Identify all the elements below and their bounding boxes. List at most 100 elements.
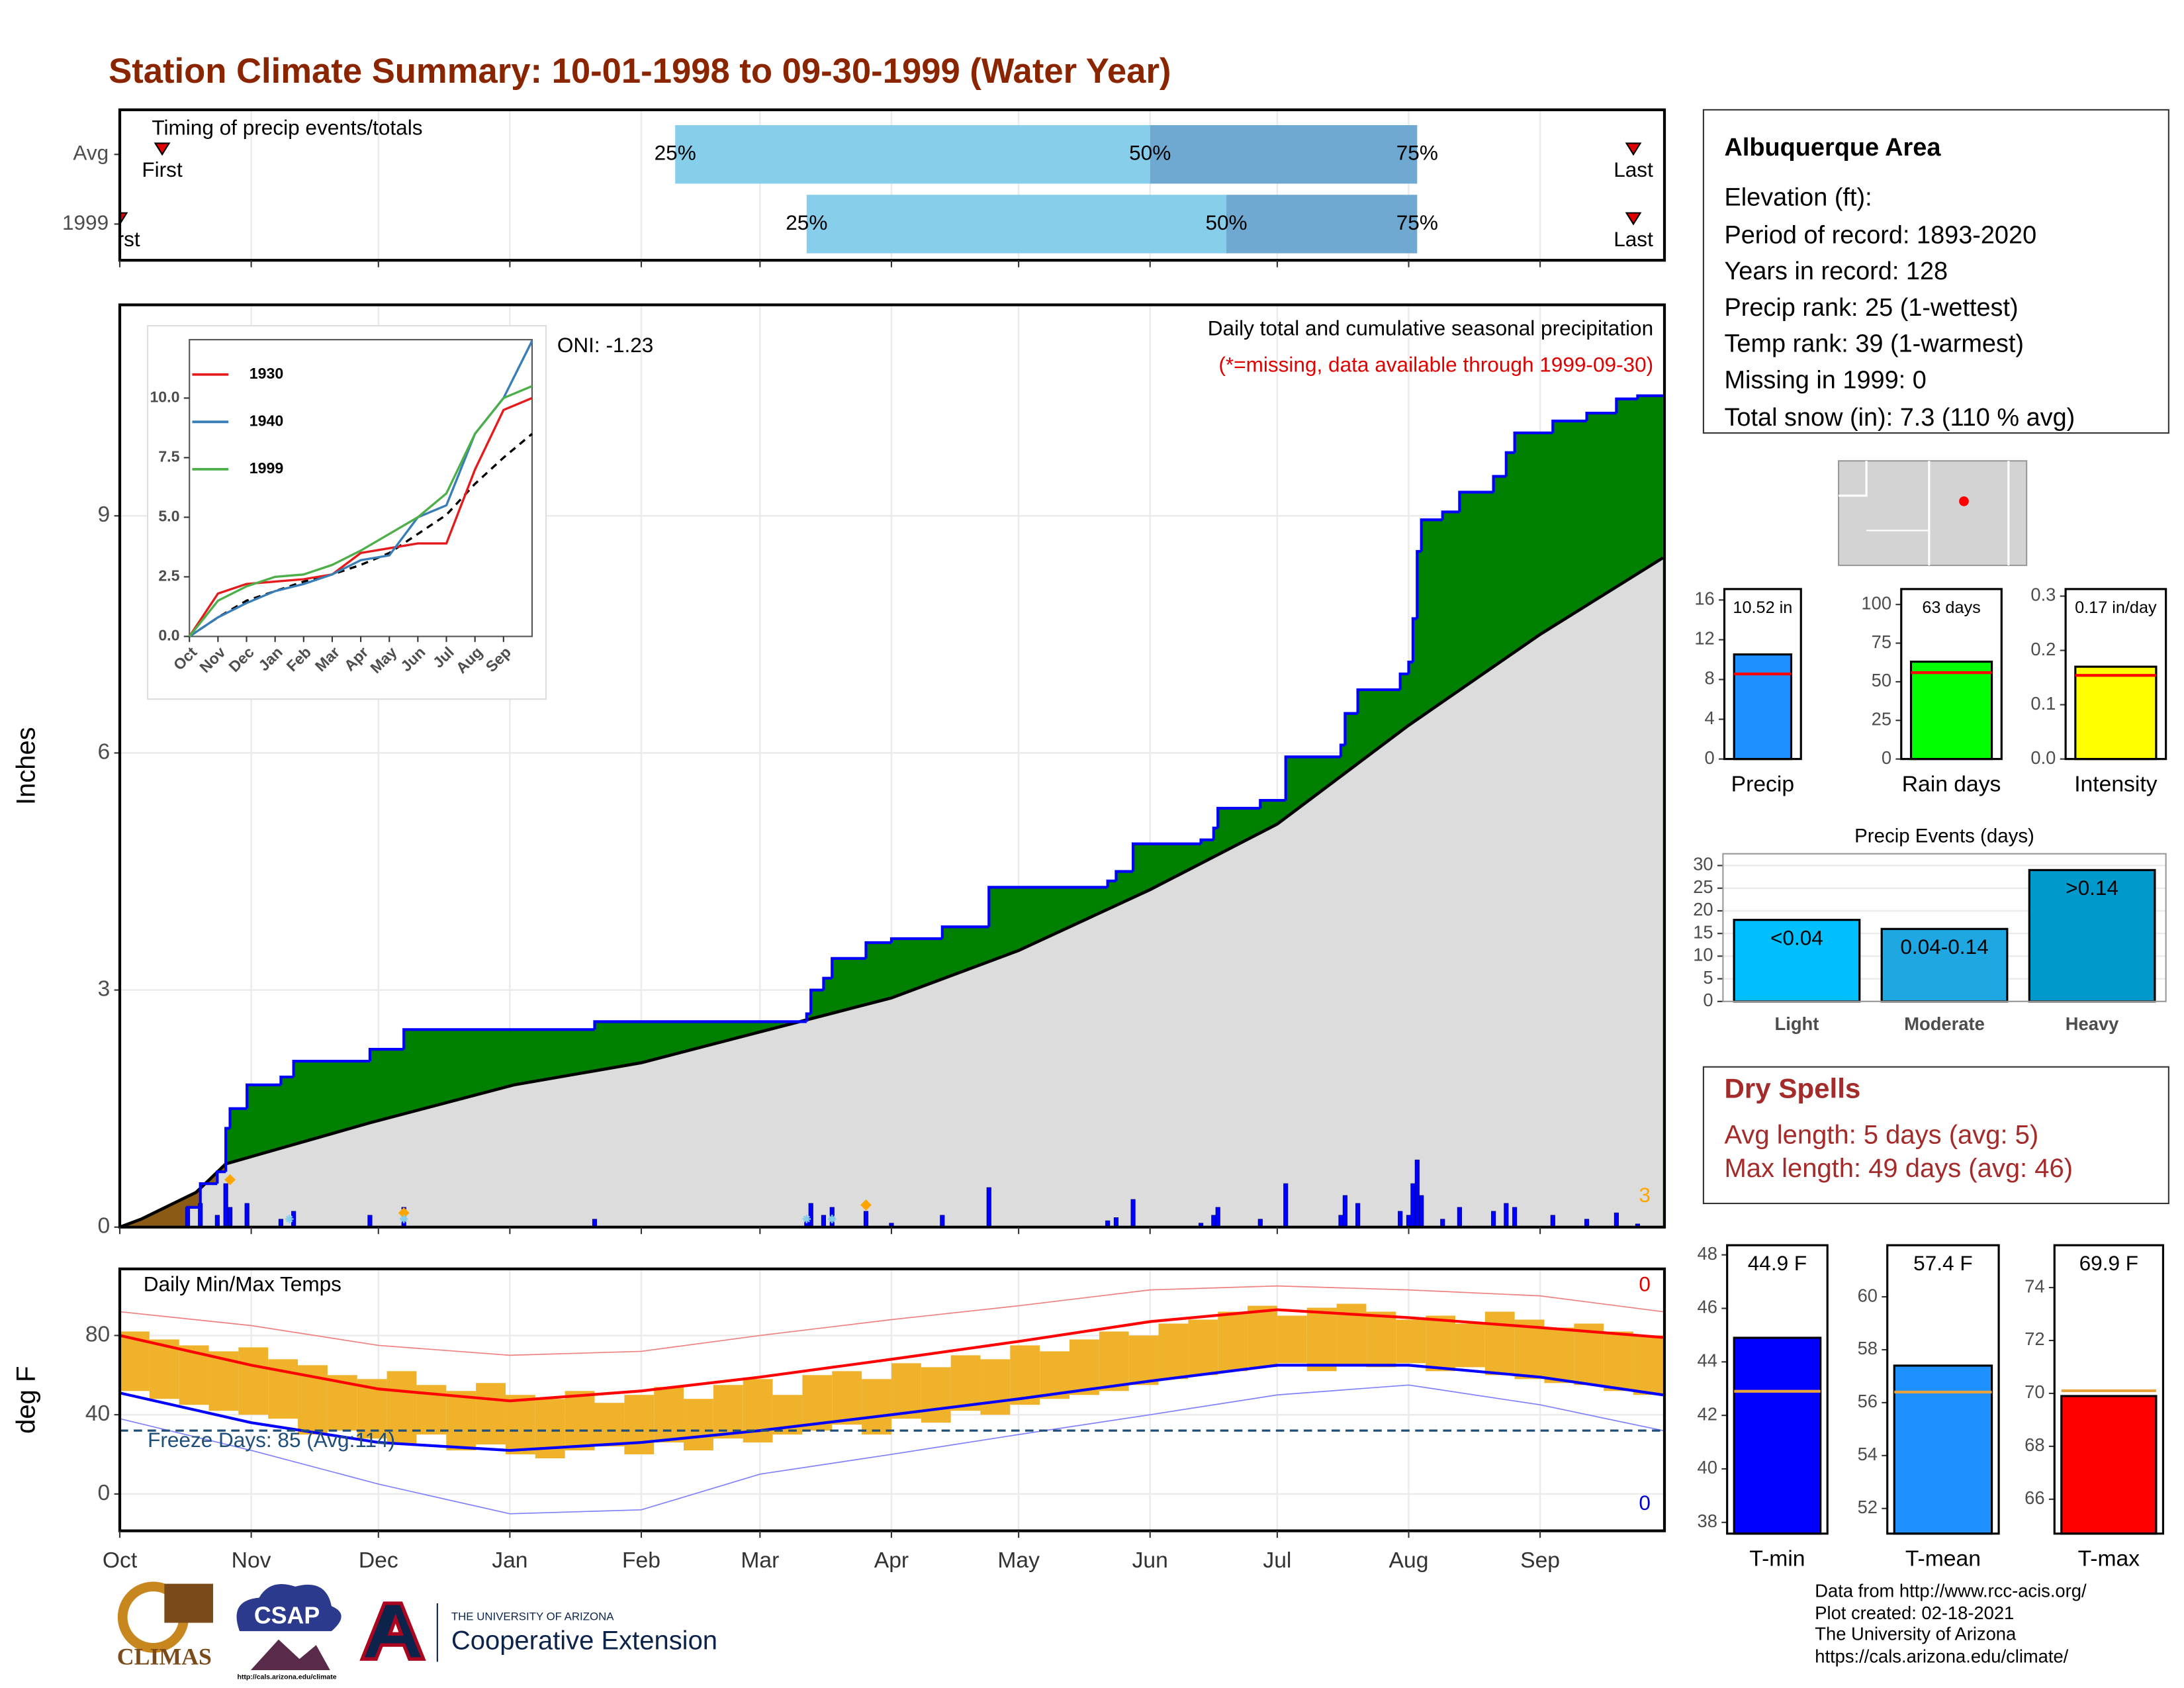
temp-bar (238, 1347, 269, 1415)
quartile-bar (1226, 195, 1418, 254)
value-label: 44.9 F (1748, 1251, 1807, 1275)
snow-count: 3 (1639, 1183, 1651, 1207)
cumulative-step (889, 937, 942, 943)
snow-marker (224, 1174, 236, 1186)
temp-bar (1366, 1311, 1396, 1368)
daily-bar (223, 1183, 228, 1228)
daily-bar (1414, 1159, 1420, 1228)
climas-logo (164, 1583, 214, 1623)
avg-min-line (119, 1364, 1664, 1452)
info-line: Missing in 1999: 0 (1724, 366, 1926, 394)
csap-cloud (236, 1583, 341, 1632)
daily-bar (185, 1207, 191, 1228)
temp-bar (1514, 1319, 1545, 1380)
trace-marker (285, 1215, 294, 1223)
footer-line: https://cals.arizona.edu/climate/ (1815, 1646, 2068, 1666)
event-marker (119, 212, 128, 226)
record-high-line (119, 1285, 1663, 1356)
temp-bar (446, 1391, 477, 1451)
bar (1893, 1364, 1993, 1535)
daily-bar (1512, 1207, 1518, 1228)
timing-plot: Timing of precip events/totals 25% 50% 75% F… (99, 109, 1653, 261)
y-tick-label: 7.5 (158, 447, 179, 465)
dry-spells-line: Avg length: 5 days (avg: 5) (1724, 1121, 2038, 1150)
cumulative-step (1420, 518, 1443, 552)
y-tick-label: 0.1 (2030, 693, 2056, 714)
temp-bar (1544, 1327, 1574, 1383)
x-tick-label: Feb (622, 1548, 660, 1573)
cumulative-step (1339, 743, 1345, 757)
legend-label: 1940 (250, 412, 283, 429)
x-tick-label: Nov (232, 1548, 271, 1573)
bar (2060, 1395, 2158, 1535)
y-tick-label: 100 (1861, 592, 1891, 613)
quartile-label: 75% (1396, 211, 1438, 234)
average-line (189, 433, 533, 637)
temp-bar (684, 1399, 713, 1451)
y-tick-label: 0 (98, 1481, 111, 1505)
daily-bar (227, 1207, 233, 1228)
y-tick-label: 30 (1693, 854, 1713, 874)
y-tick-label: 15 (1693, 921, 1713, 942)
panel-border (1726, 1244, 1829, 1535)
x-tick-label: Jul (1263, 1548, 1291, 1573)
cumulative-step (1636, 394, 1663, 399)
y-tick-label: 12 (1694, 628, 1714, 649)
quartile-bar (806, 195, 1227, 254)
y-tick-label: 68 (2025, 1434, 2044, 1455)
quartile-label: 25% (786, 211, 827, 234)
ua-logo (359, 1601, 426, 1661)
cumulative-step (279, 1075, 294, 1085)
temp-bar (1574, 1323, 1604, 1385)
value-label: 69.9 F (2079, 1251, 2138, 1275)
y-tick-label: 50 (1872, 670, 1891, 690)
ua-large: Cooperative Extension (451, 1626, 717, 1655)
category-label: Precip (1731, 772, 1794, 796)
ua-small: THE UNIVERSITY OF ARIZONA (451, 1611, 614, 1623)
temp-bar (862, 1379, 891, 1435)
map-bg (1838, 460, 2028, 567)
y-axis-title: deg F (12, 1366, 41, 1434)
temp-bar (1455, 1323, 1485, 1368)
y-tick-label: 0.3 (2030, 585, 2056, 605)
cumulative-step (199, 1182, 218, 1207)
quartile-label: 75% (1396, 141, 1438, 165)
y-tick-label: 0 (1705, 747, 1715, 768)
temp-bar (1040, 1351, 1070, 1399)
temp-bar (1128, 1335, 1159, 1385)
info-title: Albuquerque Area (1724, 134, 1941, 162)
cumulative-step (224, 1127, 230, 1172)
daily-bar (821, 1215, 827, 1228)
event-label: First (142, 158, 183, 181)
value-label: 57.4 F (1913, 1251, 1972, 1275)
temp-bar (654, 1387, 684, 1443)
y-tick-label: 0.2 (2030, 639, 2056, 659)
y-tick-label: 46 (1698, 1297, 1717, 1317)
info-line: Total snow (in): 7.3 (110 % avg) (1724, 404, 2075, 432)
event-label: First (99, 227, 140, 251)
temp-bar (950, 1355, 981, 1411)
x-tick-label: Mar (741, 1548, 779, 1573)
panel-border (1900, 588, 2003, 761)
y-tick-label: 48 (1698, 1243, 1717, 1264)
cumulative-step (228, 1107, 248, 1129)
temp-bar (1484, 1311, 1515, 1376)
temp-bar (594, 1403, 625, 1447)
daily-bar (1211, 1215, 1216, 1228)
locator-map (1838, 460, 2028, 567)
bar (1880, 927, 2009, 1003)
footer-line: The University of Arizona (1815, 1624, 2017, 1644)
climas-text: CLIMAS (117, 1643, 212, 1669)
record-high-count: 0 (1639, 1272, 1651, 1295)
chart-title: Precip Events (days) (1854, 825, 2034, 847)
footer-line: Data from http://www.rcc-acis.org/ (1815, 1580, 2087, 1601)
y-tick-label: 5 (1703, 967, 1713, 988)
temp-bar (1069, 1339, 1099, 1395)
y-tick-label: 75 (1872, 632, 1891, 652)
event-marker (1625, 212, 1642, 226)
panel-border (1723, 588, 1802, 761)
quartile-label: 25% (655, 141, 696, 165)
cumulative-step (940, 925, 989, 939)
category-label: Moderate (1904, 1013, 1985, 1034)
y-tick-label: 5.0 (158, 507, 179, 524)
